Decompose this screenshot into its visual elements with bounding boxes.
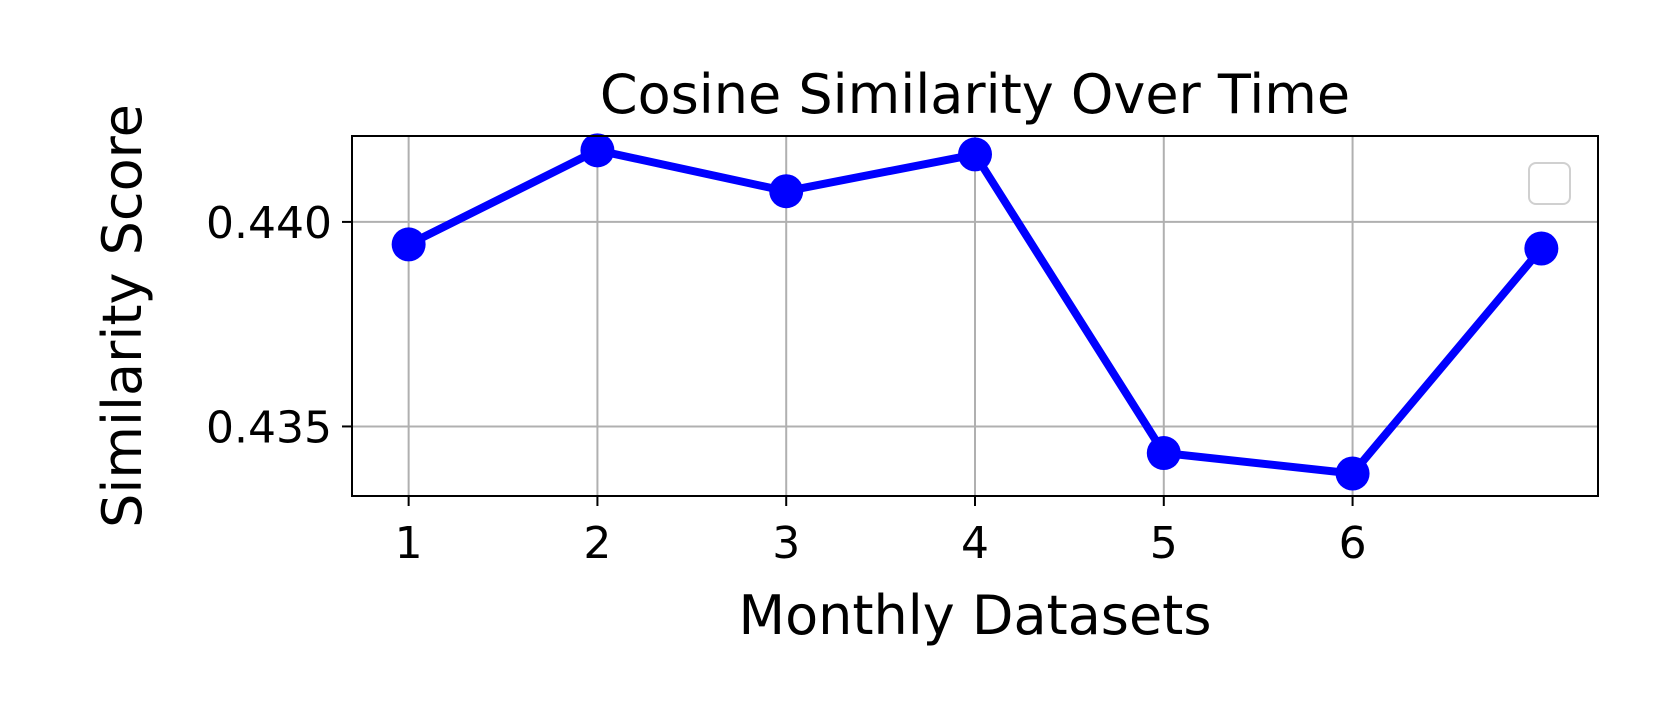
series-layer	[391, 133, 1559, 491]
x-tick-label: 2	[583, 518, 611, 569]
y-axis-label: Similarity Score	[91, 104, 154, 528]
data-point	[769, 174, 804, 209]
grid	[352, 136, 1598, 496]
x-tick-label: 3	[772, 518, 800, 569]
y-tick-label: 0.440	[206, 198, 332, 249]
x-tick-label: 6	[1339, 518, 1367, 569]
legend-box	[1528, 162, 1571, 205]
data-point	[958, 137, 992, 172]
data-point	[391, 227, 426, 262]
x-tick-label: 1	[395, 518, 423, 569]
y-ticks: 0.435 0.440	[206, 198, 352, 453]
data-point	[580, 133, 615, 168]
data-point	[1335, 456, 1370, 491]
x-axis-label: Monthly Datasets	[739, 584, 1212, 647]
y-tick-label: 0.435	[206, 402, 332, 453]
data-point	[1146, 436, 1181, 471]
chart-title: Cosine Similarity Over Time	[600, 63, 1350, 126]
data-point	[1524, 231, 1559, 266]
x-tick-label: 5	[1150, 518, 1178, 569]
x-ticks: 1 2 3 4 5 6	[395, 496, 1367, 569]
x-tick-label: 4	[961, 518, 989, 569]
